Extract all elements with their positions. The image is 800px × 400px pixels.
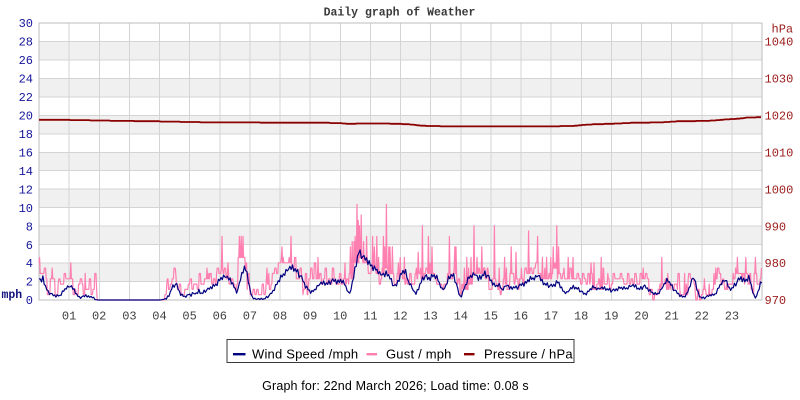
svg-text:22: 22: [19, 91, 33, 105]
svg-text:15: 15: [484, 309, 498, 323]
svg-text:12: 12: [19, 183, 33, 197]
svg-text:21: 21: [664, 309, 678, 323]
svg-text:08: 08: [273, 309, 287, 323]
svg-text:1000: 1000: [765, 183, 794, 197]
svg-text:1010: 1010: [765, 146, 794, 160]
svg-text:06: 06: [213, 309, 227, 323]
svg-text:07: 07: [243, 309, 257, 323]
svg-text:16: 16: [514, 309, 528, 323]
svg-text:1020: 1020: [765, 110, 794, 124]
svg-text:mph: mph: [2, 289, 23, 302]
svg-text:990: 990: [765, 220, 787, 234]
svg-text:14: 14: [454, 309, 468, 323]
svg-text:Daily graph of Weather: Daily graph of Weather: [324, 7, 476, 20]
svg-text:13: 13: [423, 309, 437, 323]
svg-text:12: 12: [393, 309, 407, 323]
svg-text:20: 20: [19, 110, 33, 124]
svg-text:4: 4: [26, 257, 33, 271]
svg-text:2: 2: [26, 276, 33, 290]
svg-text:20: 20: [634, 309, 648, 323]
svg-text:1030: 1030: [765, 73, 794, 87]
svg-text:09: 09: [303, 309, 317, 323]
svg-text:1040: 1040: [765, 36, 794, 50]
svg-text:Wind Speed /mph: Wind Speed /mph: [252, 346, 358, 361]
svg-text:18: 18: [19, 128, 33, 142]
svg-text:hPa: hPa: [772, 23, 794, 37]
svg-text:0: 0: [26, 294, 33, 308]
svg-text:17: 17: [544, 309, 558, 323]
svg-text:22: 22: [695, 309, 709, 323]
svg-text:24: 24: [19, 73, 33, 87]
svg-text:30: 30: [19, 17, 33, 31]
svg-text:10: 10: [19, 202, 33, 216]
svg-text:26: 26: [19, 54, 33, 68]
svg-text:Graph for: 22nd March 2026; Lo: Graph for: 22nd March 2026; Load time: 0…: [262, 379, 529, 393]
svg-text:28: 28: [19, 36, 33, 50]
svg-text:10: 10: [333, 309, 347, 323]
svg-text:01: 01: [62, 309, 76, 323]
svg-text:03: 03: [122, 309, 136, 323]
svg-text:04: 04: [152, 309, 166, 323]
svg-text:8: 8: [26, 220, 33, 234]
svg-text:16: 16: [19, 146, 33, 160]
svg-text:02: 02: [92, 309, 106, 323]
svg-text:11: 11: [363, 309, 377, 323]
svg-text:14: 14: [19, 165, 33, 179]
svg-text:970: 970: [765, 294, 787, 308]
svg-text:980: 980: [765, 257, 787, 271]
svg-text:05: 05: [182, 309, 196, 323]
svg-text:6: 6: [26, 239, 33, 253]
svg-text:18: 18: [574, 309, 588, 323]
svg-text:23: 23: [725, 309, 739, 323]
svg-text:Gust / mph: Gust / mph: [386, 346, 452, 361]
svg-text:19: 19: [604, 309, 618, 323]
svg-text:Pressure / hPa: Pressure / hPa: [484, 346, 573, 361]
